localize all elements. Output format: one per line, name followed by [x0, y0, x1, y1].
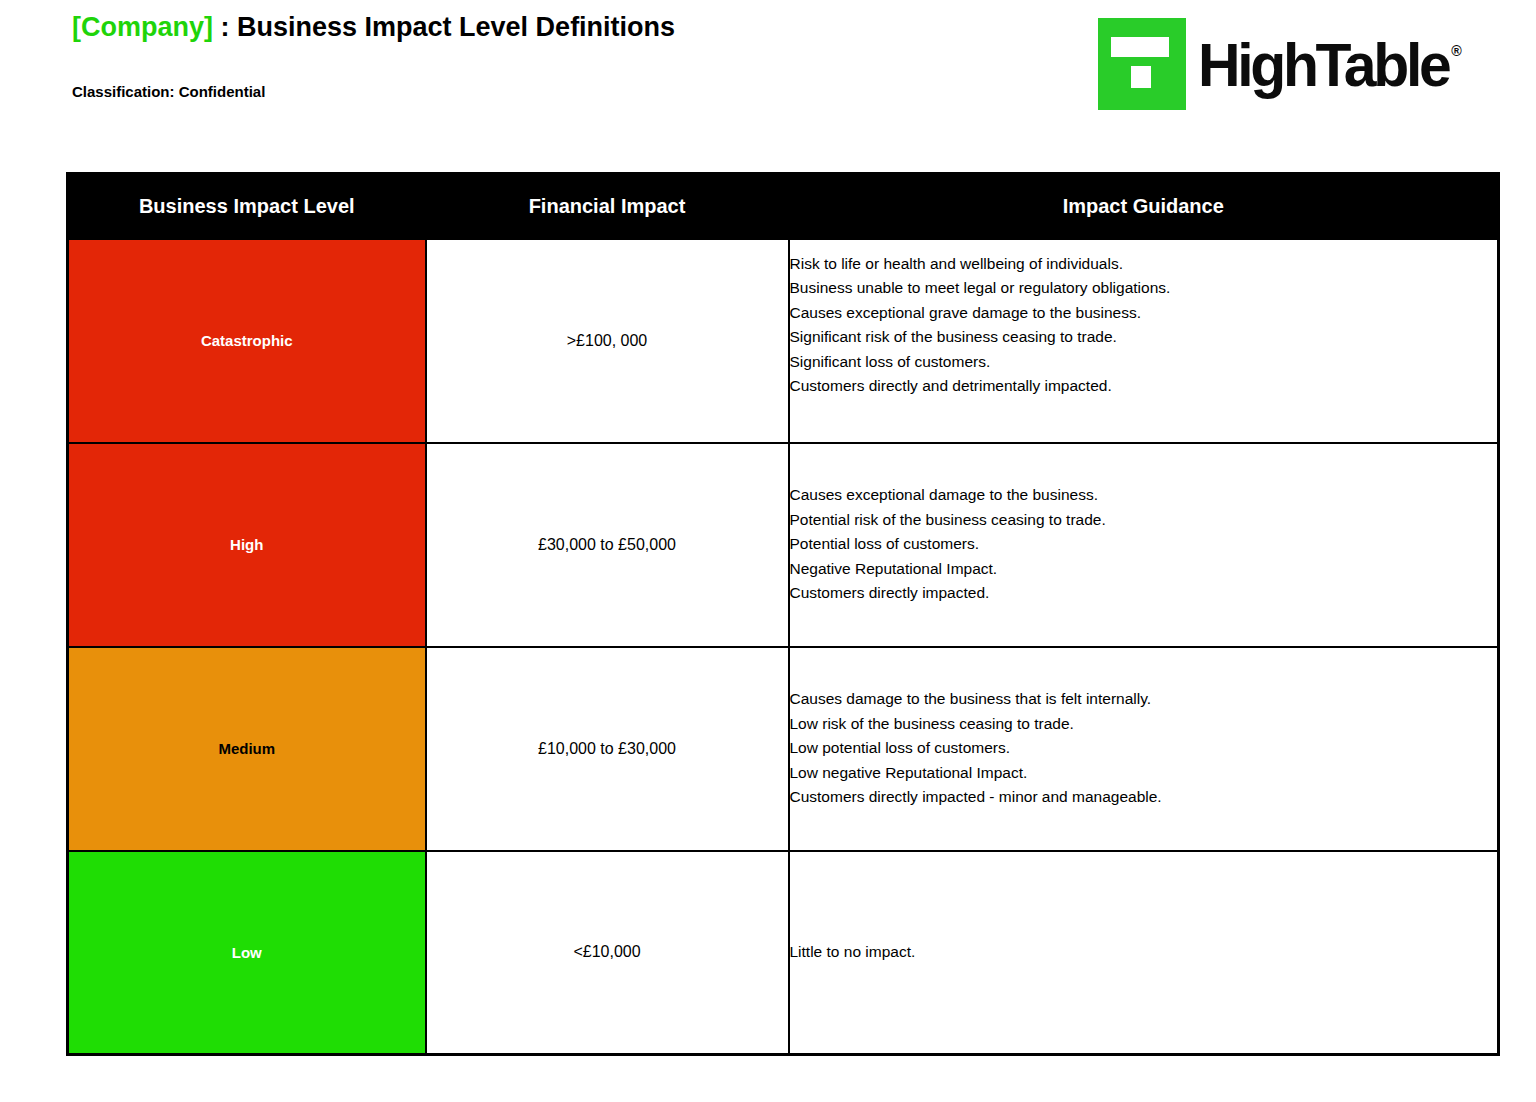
impact-guidance-cell: Little to no impact. — [789, 851, 1499, 1055]
table-header-row: Business Impact Level Financial Impact I… — [68, 174, 1499, 239]
guidance-line: Low risk of the business ceasing to trad… — [790, 712, 1498, 737]
guidance-line: Causes exceptional damage to the busines… — [790, 483, 1498, 508]
guidance-line: Significant risk of the business ceasing… — [790, 325, 1498, 350]
impact-level-cell: Catastrophic — [68, 239, 426, 443]
impact-guidance-cell: Risk to life or health and wellbeing of … — [789, 239, 1499, 443]
impact-guidance-cell: Causes damage to the business that is fe… — [789, 647, 1499, 851]
impact-guidance-cell: Causes exceptional damage to the busines… — [789, 443, 1499, 647]
table-row-low: Low <£10,000 Little to no impact. — [68, 851, 1499, 1055]
logo-square-shape — [1131, 66, 1151, 88]
hightable-logo: HighTable® — [1098, 18, 1473, 110]
guidance-line: Potential risk of the business ceasing t… — [790, 508, 1498, 533]
impact-level-cell: Medium — [68, 647, 426, 851]
column-header-financial-impact: Financial Impact — [426, 174, 789, 239]
wordmark-text: HighTable — [1198, 30, 1448, 99]
column-header-business-impact-level: Business Impact Level — [68, 174, 426, 239]
impact-level-cell: High — [68, 443, 426, 647]
page-title-text: : Business Impact Level Definitions — [213, 12, 675, 42]
guidance-line: Low negative Reputational Impact. — [790, 761, 1498, 786]
hightable-block-t-icon — [1098, 18, 1186, 110]
logo-bar-shape — [1111, 37, 1169, 56]
guidance-line: Business unable to meet legal or regulat… — [790, 276, 1498, 301]
guidance-line: Customers directly and detrimentally imp… — [790, 374, 1498, 399]
table-row-high: High £30,000 to £50,000 Causes exception… — [68, 443, 1499, 647]
guidance-line: Significant loss of customers. — [790, 350, 1498, 375]
guidance-line: Customers directly impacted. — [790, 581, 1498, 606]
guidance-line: Little to no impact. — [790, 940, 1498, 965]
registered-trademark-icon: ® — [1451, 42, 1462, 59]
guidance-line: Customers directly impacted - minor and … — [790, 785, 1498, 810]
page-title: [Company] : Business Impact Level Defini… — [72, 12, 675, 43]
hightable-wordmark: HighTable® — [1198, 29, 1459, 100]
guidance-line: Potential loss of customers. — [790, 532, 1498, 557]
financial-impact-cell: <£10,000 — [426, 851, 789, 1055]
financial-impact-cell: >£100, 000 — [426, 239, 789, 443]
column-header-impact-guidance: Impact Guidance — [789, 174, 1499, 239]
impact-table: Business Impact Level Financial Impact I… — [66, 172, 1500, 1056]
financial-impact-cell: £10,000 to £30,000 — [426, 647, 789, 851]
classification-label: Classification: Confidential — [72, 83, 265, 100]
guidance-line: Causes exceptional grave damage to the b… — [790, 301, 1498, 326]
company-placeholder: [Company] — [72, 12, 213, 42]
guidance-line: Negative Reputational Impact. — [790, 557, 1498, 582]
guidance-line: Low potential loss of customers. — [790, 736, 1498, 761]
financial-impact-cell: £30,000 to £50,000 — [426, 443, 789, 647]
guidance-line: Risk to life or health and wellbeing of … — [790, 252, 1498, 277]
table-row-medium: Medium £10,000 to £30,000 Causes damage … — [68, 647, 1499, 851]
table-row-catastrophic: Catastrophic >£100, 000 Risk to life or … — [68, 239, 1499, 443]
guidance-line: Causes damage to the business that is fe… — [790, 687, 1498, 712]
impact-level-cell: Low — [68, 851, 426, 1055]
